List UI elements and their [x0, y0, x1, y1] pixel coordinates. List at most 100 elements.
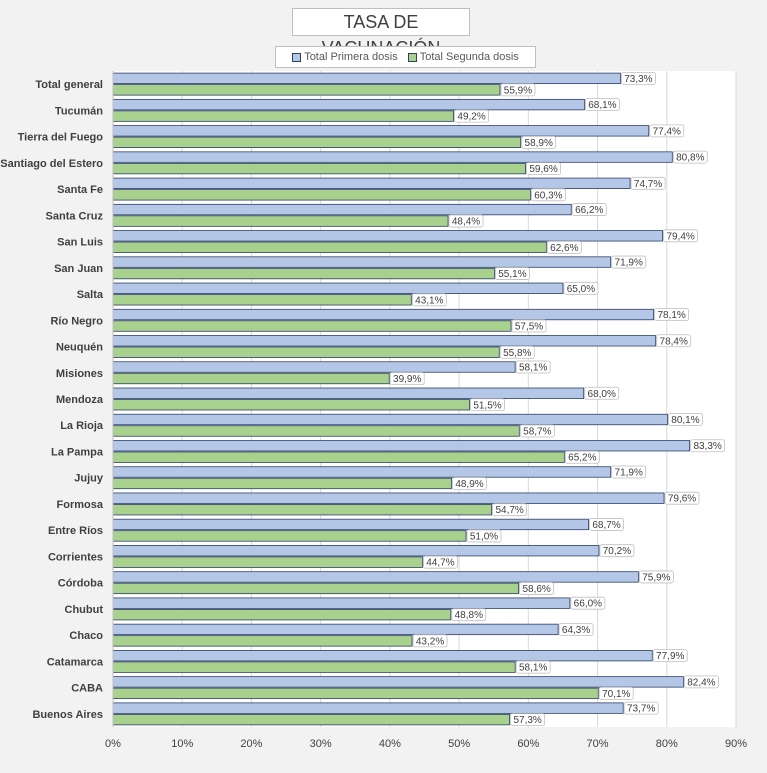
bar-primera-mendoza	[112, 387, 585, 399]
category-label-santa-fe: Santa Fe	[57, 184, 103, 196]
data-label-primera-buenos-aires: 73,7%	[627, 704, 655, 715]
data-label-segunda-entre-ríos: 51,0%	[470, 531, 498, 542]
bar-segunda-san-juan	[112, 267, 495, 280]
data-label-segunda-santa-fe: 60,3%	[534, 190, 562, 201]
data-label-segunda-córdoba: 58,6%	[522, 584, 550, 595]
label-box-primera-la-pampa	[690, 439, 726, 453]
label-box-primera-santiago-del-estero	[672, 150, 708, 164]
category-label-tierra-del-fuego: Tierra del Fuego	[18, 132, 104, 144]
x-tick-label-0: 0%	[105, 738, 121, 750]
data-label-primera-córdoba: 75,9%	[642, 572, 670, 583]
label-box-primera-san-luis	[663, 229, 699, 243]
bar-primera-buenos-aires	[112, 702, 624, 714]
data-label-primera-mendoza: 68,0%	[588, 389, 616, 400]
bar-primera-catamarca	[112, 650, 653, 662]
x-tick-label-50: 50%	[448, 738, 470, 750]
bar-primera-jujuy	[112, 466, 612, 478]
bar-primera-neuquén	[112, 335, 657, 347]
label-box-primera-jujuy	[611, 465, 647, 479]
bar-segunda-misiones	[112, 372, 390, 385]
label-box-primera-río-negro	[654, 308, 690, 321]
data-label-segunda-la-rioja: 58,7%	[523, 426, 551, 437]
label-box-primera-buenos-aires	[623, 701, 659, 715]
x-tick-label-60: 60%	[517, 738, 539, 750]
category-label-buenos-aires: Buenos Aires	[32, 709, 103, 721]
label-box-segunda-mendoza	[470, 398, 505, 412]
label-box-primera-chaco	[558, 623, 594, 636]
legend-entry-segunda: Total Segunda dosis	[407, 51, 519, 63]
label-box-segunda-catamarca	[515, 660, 551, 674]
bar-segunda-la-pampa	[112, 451, 565, 463]
x-tick-label-40: 40%	[379, 738, 401, 750]
data-label-primera-total-general: 73,3%	[624, 74, 652, 85]
bar-primera-chaco	[112, 623, 559, 636]
bar-primera-chubut	[112, 597, 571, 609]
bar-segunda-chubut	[112, 609, 452, 621]
label-box-primera-san-juan	[611, 255, 647, 269]
bar-segunda-río-negro	[112, 320, 512, 332]
data-label-segunda-santiago-del-estero: 59,6%	[529, 164, 557, 175]
data-label-primera-corrientes: 70,2%	[603, 546, 631, 557]
label-box-primera-la-rioja	[668, 413, 703, 426]
category-label-entre-ríos: Entre Ríos	[48, 525, 103, 537]
data-label-primera-formosa: 79,6%	[668, 494, 696, 505]
data-label-segunda-corrientes: 44,7%	[426, 558, 454, 569]
label-box-segunda-buenos-aires	[510, 713, 546, 727]
bar-primera-tucumán	[112, 98, 585, 111]
data-label-segunda-santa-cruz: 48,4%	[452, 217, 480, 228]
data-label-segunda-chaco: 43,2%	[416, 636, 444, 647]
legend-label-primera: Total Primera dosis	[304, 51, 398, 63]
data-label-segunda-la-pampa: 65,2%	[568, 453, 596, 464]
category-label-neuquén: Neuquén	[56, 342, 103, 354]
category-label-mendoza: Mendoza	[56, 394, 104, 406]
data-label-primera-caba: 82,4%	[687, 677, 715, 688]
bar-segunda-santiago-del-estero	[112, 162, 526, 175]
data-label-primera-río-negro: 78,1%	[657, 310, 685, 321]
data-label-primera-chaco: 64,3%	[562, 625, 590, 636]
label-box-primera-misiones	[515, 360, 551, 374]
bar-segunda-córdoba	[112, 582, 520, 595]
category-label-chubut: Chubut	[65, 604, 104, 616]
bar-segunda-total-general	[112, 84, 501, 96]
label-box-primera-santa-fe	[630, 176, 666, 190]
data-label-segunda-mendoza: 51,5%	[473, 400, 501, 411]
data-label-primera-salta: 65,0%	[567, 284, 595, 295]
bar-segunda-entre-ríos	[112, 530, 467, 542]
label-box-segunda-santa-fe	[531, 188, 566, 202]
label-box-primera-salta	[563, 281, 599, 295]
data-label-primera-misiones: 58,1%	[519, 363, 547, 374]
bar-primera-entre-ríos	[112, 518, 589, 531]
data-label-segunda-total-general: 55,9%	[504, 85, 532, 96]
label-box-primera-total-general	[620, 71, 656, 85]
label-box-segunda-la-rioja	[519, 424, 555, 438]
label-box-primera-formosa	[664, 491, 700, 505]
category-label-san-juan: San Juan	[54, 263, 103, 275]
data-label-segunda-río-negro: 57,5%	[515, 322, 543, 333]
data-label-primera-san-juan: 71,9%	[615, 258, 643, 269]
category-label-salta: Salta	[77, 289, 104, 301]
bar-primera-formosa	[112, 492, 665, 504]
data-label-segunda-neuquén: 55,8%	[503, 348, 531, 359]
data-label-segunda-san-luis: 62,6%	[550, 243, 578, 254]
label-box-segunda-tierra-del-fuego	[521, 135, 557, 149]
category-label-la-rioja: La Rioja	[60, 420, 104, 432]
label-box-segunda-entre-ríos	[466, 529, 502, 543]
label-box-primera-corrientes	[599, 544, 635, 558]
bar-segunda-salta	[112, 294, 412, 306]
data-label-primera-la-rioja: 80,1%	[671, 415, 699, 426]
label-box-segunda-corrientes	[423, 555, 458, 569]
data-label-primera-tucumán: 68,1%	[588, 100, 616, 111]
data-label-primera-chubut: 66,0%	[574, 599, 602, 610]
legend-swatch-primera	[292, 52, 302, 62]
label-box-segunda-caba	[598, 686, 634, 700]
label-box-segunda-jujuy	[452, 477, 487, 490]
data-label-segunda-chubut: 48,8%	[455, 610, 483, 621]
data-label-segunda-tierra-del-fuego: 58,9%	[525, 138, 553, 149]
label-box-segunda-neuquén	[499, 345, 535, 359]
bar-primera-la-pampa	[112, 440, 691, 452]
category-label-caba: CABA	[71, 683, 103, 695]
bar-segunda-formosa	[112, 504, 493, 516]
bar-segunda-corrientes	[112, 556, 423, 568]
